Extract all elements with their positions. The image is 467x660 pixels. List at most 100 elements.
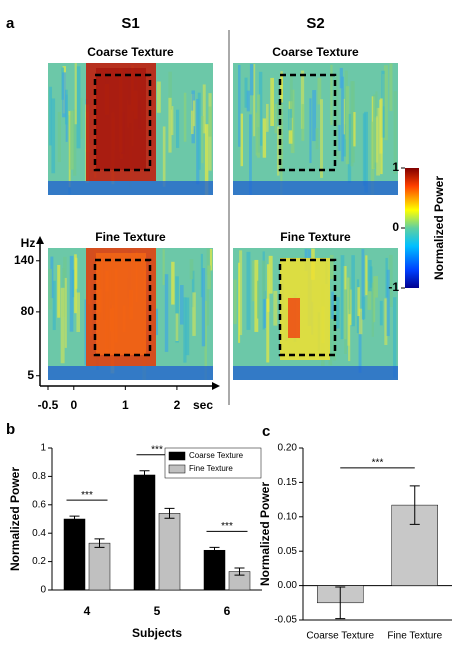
texture [393, 91, 397, 175]
texture [76, 292, 81, 333]
low-band [233, 366, 398, 380]
texture [383, 65, 388, 141]
texture [246, 251, 251, 330]
x-tick-label: Coarse Texture [306, 631, 374, 642]
texture [192, 292, 196, 336]
texture [171, 261, 175, 305]
x-axis-label: Subjects [132, 626, 182, 640]
texture [202, 84, 206, 134]
texture [309, 98, 312, 164]
texture [48, 268, 52, 310]
x-arrow [212, 382, 220, 390]
x-tick-label: 5 [154, 604, 161, 618]
texture [201, 268, 206, 347]
significance: *** [151, 444, 163, 455]
texture [68, 111, 71, 188]
x-tick-label: 1 [122, 398, 129, 412]
y-tick-label: 0.8 [32, 471, 46, 482]
texture [49, 86, 53, 146]
texture [57, 111, 61, 163]
y-arrow [36, 236, 44, 244]
texture [233, 279, 237, 325]
dashed-box [278, 73, 337, 172]
y-axis-label: Normalized Power [258, 482, 272, 586]
dashed-box [93, 73, 152, 172]
texture [367, 281, 372, 310]
texture [336, 297, 340, 329]
y-axis-label: Normalized Power [8, 467, 22, 571]
texture [249, 64, 254, 96]
texture [266, 298, 270, 363]
texture [258, 71, 263, 146]
texture [175, 313, 179, 341]
texture [255, 112, 258, 156]
bar [88, 542, 111, 591]
texture [76, 66, 81, 149]
texture [288, 108, 292, 131]
texture [168, 71, 172, 110]
legend-label: Coarse Texture [189, 451, 244, 460]
texture [162, 248, 165, 286]
texture [249, 114, 252, 195]
texture [392, 297, 397, 378]
y-tick-label: 5 [27, 368, 34, 382]
texture [290, 89, 295, 154]
texture [180, 285, 184, 325]
texture [156, 81, 161, 113]
panel-title: Fine Texture [280, 230, 351, 244]
y-tick-label: 0.6 [32, 499, 46, 510]
texture [164, 274, 169, 352]
texture [348, 276, 351, 315]
panel-label: b [6, 421, 15, 438]
texture [300, 70, 305, 129]
texture [185, 297, 190, 356]
low-band [48, 366, 213, 380]
texture [389, 63, 393, 112]
texture [63, 256, 67, 278]
texture [191, 270, 195, 308]
bar [203, 549, 226, 591]
texture [374, 276, 378, 298]
low-band [233, 181, 398, 195]
texture [246, 90, 250, 112]
texture [350, 81, 354, 167]
texture [347, 113, 352, 183]
dashed-box [93, 258, 152, 357]
y-tick-label: 0.20 [278, 443, 298, 454]
texture [370, 121, 375, 195]
panel-title: Fine Texture [95, 230, 166, 244]
x-tick-label: 0 [70, 398, 77, 412]
texture [301, 104, 305, 141]
texture [341, 76, 344, 162]
texture [379, 300, 383, 326]
texture [69, 110, 74, 170]
texture [64, 89, 68, 125]
texture [361, 296, 366, 319]
texture [331, 291, 334, 319]
texture [289, 75, 293, 118]
texture [176, 109, 180, 148]
colorbar-tick-label: -1 [388, 280, 399, 294]
texture [244, 77, 248, 108]
texture [368, 259, 372, 292]
y-tick-label: 0.15 [278, 477, 298, 488]
texture [386, 269, 390, 337]
texture [270, 77, 275, 127]
texture [329, 254, 334, 280]
texture [372, 94, 377, 169]
texture [175, 276, 179, 343]
y-tick-label: 0.00 [278, 580, 298, 591]
significance: *** [372, 457, 384, 468]
texture [330, 64, 333, 126]
texture [361, 249, 365, 321]
texture [268, 255, 273, 294]
texture [375, 91, 378, 116]
response-core [96, 68, 146, 170]
texture [183, 92, 187, 142]
texture [337, 124, 341, 151]
texture [353, 112, 356, 147]
texture [190, 110, 194, 135]
texture [155, 308, 158, 336]
x-tick-label: 4 [84, 604, 91, 618]
legend-swatch [168, 451, 186, 461]
